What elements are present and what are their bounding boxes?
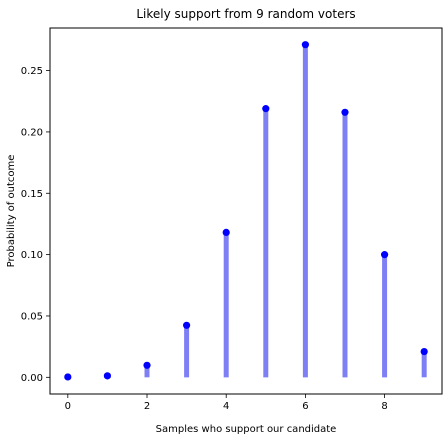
- x-tick-label: 0: [65, 401, 71, 412]
- x-tick-label: 2: [144, 401, 150, 412]
- plot-area-frame: [49, 27, 443, 395]
- x-axis-label: Samples who support our candidate: [156, 424, 337, 435]
- data-point: [222, 228, 230, 237]
- data-point: [341, 108, 349, 116]
- data-point: [420, 347, 428, 356]
- data-point: [301, 41, 309, 49]
- data-point: [143, 361, 151, 369]
- data-point: [183, 321, 191, 329]
- data-point: [64, 373, 72, 381]
- y-tick-label: 0.20: [21, 127, 43, 138]
- data-point: [380, 251, 389, 259]
- y-tick-label: 0.15: [21, 189, 43, 200]
- x-tick-label: 4: [223, 401, 229, 412]
- data-point: [103, 372, 112, 380]
- x-tick-label: 8: [381, 401, 387, 412]
- data-point: [262, 105, 270, 113]
- y-tick-label: 0.25: [21, 66, 43, 77]
- stems-group: [65, 44, 427, 378]
- markers-group: [64, 41, 428, 381]
- y-tick-label: 0.10: [21, 250, 43, 261]
- y-axis-ticks: 0.00 0.05 0.10 0.15 0.20 0.25: [21, 66, 50, 384]
- chart-title: Likely support from 9 random voters: [136, 7, 355, 21]
- y-tick-label: 0.00: [21, 373, 43, 384]
- x-axis-ticks: 0 2 4 6 8: [65, 394, 388, 412]
- x-tick-label: 6: [302, 401, 308, 412]
- y-axis-label: Probability of outcome: [6, 155, 17, 268]
- y-tick-label: 0.05: [21, 311, 43, 322]
